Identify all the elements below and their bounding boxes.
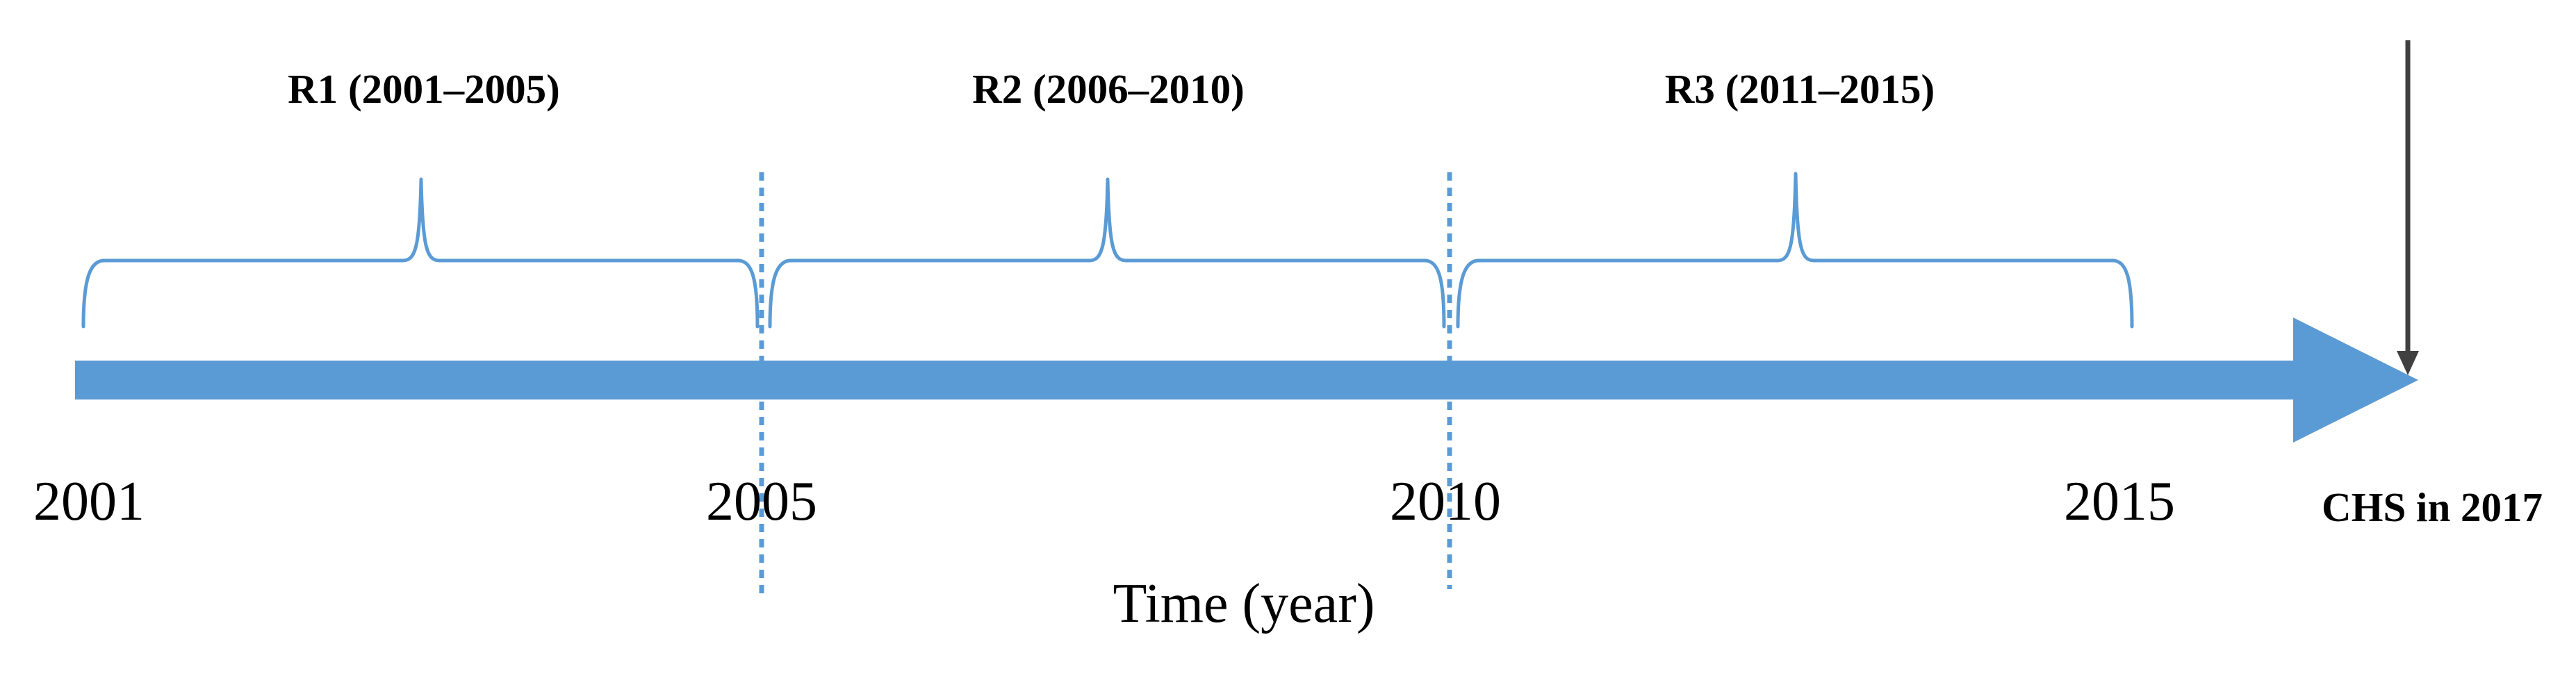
period-brace-r1 bbox=[81, 177, 760, 329]
event-marker-arrowhead bbox=[2397, 351, 2419, 375]
year-label-2010: 2010 bbox=[1390, 471, 1501, 532]
event-label: CHS in 2017 bbox=[2322, 484, 2543, 530]
period-label-r2: R2 (2006–2010) bbox=[972, 66, 1245, 112]
period-label-r1: R1 (2001–2005) bbox=[288, 66, 560, 112]
year-label-2001: 2001 bbox=[33, 471, 145, 532]
year-label-2005: 2005 bbox=[706, 471, 817, 532]
year-label-2015: 2015 bbox=[2064, 471, 2175, 532]
timeline-arrow-head bbox=[2293, 318, 2418, 443]
timeline-arrow-shaft bbox=[75, 361, 2299, 399]
period-label-r3: R3 (2011–2015) bbox=[1665, 66, 1935, 112]
period-brace-r3 bbox=[1456, 172, 2134, 329]
period-brace-r2 bbox=[768, 177, 1446, 329]
axis-title: Time (year) bbox=[1113, 573, 1375, 634]
